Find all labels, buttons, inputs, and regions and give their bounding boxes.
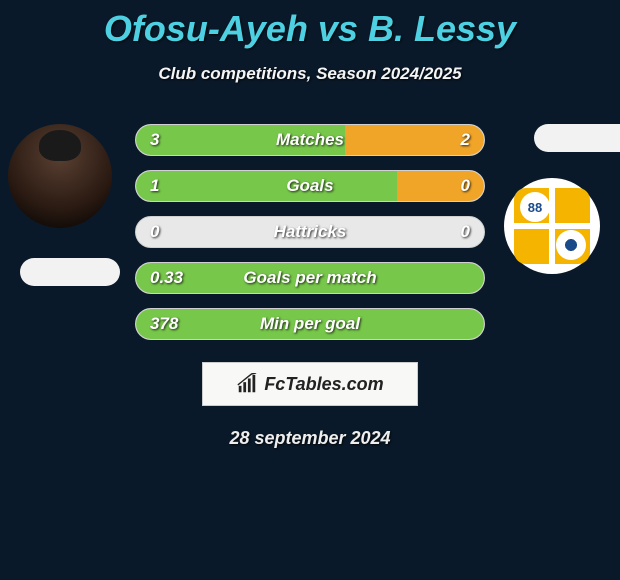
- stat-row: 1Goals0: [135, 170, 485, 202]
- stat-value-left: 1: [136, 176, 206, 196]
- comparison-title: Ofosu-Ayeh vs B. Lessy: [0, 0, 620, 50]
- stat-row: 378Min per goal: [135, 308, 485, 340]
- comparison-date: 28 september 2024: [0, 428, 620, 449]
- player-right-club-badge: 88: [504, 178, 600, 274]
- player-right-flag: [534, 124, 620, 152]
- watermark: FcTables.com: [202, 362, 418, 406]
- stat-label: Goals per match: [206, 268, 414, 288]
- stat-label: Min per goal: [206, 314, 414, 334]
- stat-value-right: 0: [414, 176, 484, 196]
- badge-number: 88: [520, 192, 550, 222]
- stat-row: 0.33Goals per match: [135, 262, 485, 294]
- stat-label: Goals: [206, 176, 414, 196]
- comparison-subtitle: Club competitions, Season 2024/2025: [0, 64, 620, 84]
- stat-label: Hattricks: [206, 222, 414, 242]
- badge-ball-icon: [556, 230, 586, 260]
- player-left-flag: [20, 258, 120, 286]
- stat-value-left: 0: [136, 222, 206, 242]
- stat-value-right: 0: [414, 222, 484, 242]
- stat-row: 0Hattricks0: [135, 216, 485, 248]
- stat-value-left: 378: [136, 314, 206, 334]
- stat-label: Matches: [206, 130, 414, 150]
- stat-value-left: 0.33: [136, 268, 206, 288]
- stat-value-left: 3: [136, 130, 206, 150]
- player-left-photo: [8, 124, 112, 228]
- stat-value-right: 2: [414, 130, 484, 150]
- stat-row: 3Matches2: [135, 124, 485, 156]
- chart-icon: [236, 373, 258, 395]
- watermark-text: FcTables.com: [264, 374, 383, 395]
